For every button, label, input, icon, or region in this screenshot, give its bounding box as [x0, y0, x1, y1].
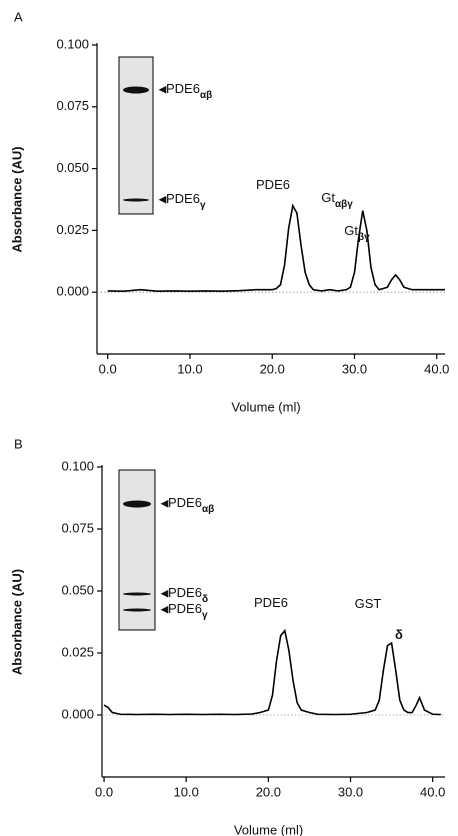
gel-label-main: PDE6 — [168, 495, 202, 510]
gel-band — [123, 608, 151, 612]
gel-label: PDE6δ — [168, 585, 208, 604]
y-tick-label: 0.100 — [61, 458, 94, 473]
gel-band — [123, 86, 149, 94]
band-arrow: ◄ — [156, 81, 169, 96]
x-tick-label: 10.0 — [174, 784, 199, 799]
gel-label-sub: αβ — [202, 504, 214, 515]
x-tick-label: 30.0 — [338, 784, 363, 799]
gel-label: PDE6αβ — [168, 495, 214, 514]
peak-label: δ — [395, 627, 403, 642]
y-tick-label: 0.050 — [56, 160, 89, 175]
band-arrow: ◄ — [158, 601, 171, 616]
gel-band — [123, 592, 151, 596]
chromatogram-line — [103, 628, 441, 716]
gel-label-sub: γ — [200, 200, 206, 211]
y-tick-label: 0.100 — [56, 36, 89, 51]
gel-label: PDE6γ — [166, 191, 206, 210]
y-tick-label: 0.025 — [56, 222, 89, 237]
x-axis-title: Volume (ml) — [234, 822, 303, 836]
peak-label: PDE6 — [254, 595, 288, 610]
peak-label: PDE6 — [256, 177, 290, 192]
gel-inset — [118, 469, 156, 631]
gel-label-sub: δ — [202, 594, 208, 605]
x-tick-label: 40.0 — [420, 784, 445, 799]
y-axis-title: Absorbance (AU) — [9, 569, 24, 675]
y-tick-label: 0.000 — [61, 706, 94, 721]
y-axis-title: Absorbance (AU) — [9, 146, 24, 252]
gel-label-main: PDE6 — [166, 81, 200, 96]
x-tick-label: 20.0 — [256, 784, 281, 799]
x-tick-label: 20.0 — [260, 361, 285, 376]
gel-label-main: PDE6 — [168, 601, 202, 616]
x-tick-label: 0.0 — [99, 361, 117, 376]
y-tick-label: 0.025 — [61, 644, 94, 659]
peak-label-sub: αβγ — [335, 199, 353, 210]
band-arrow: ◄ — [156, 191, 169, 206]
gel-band — [123, 198, 149, 202]
x-tick-label: 0.0 — [95, 784, 113, 799]
peak-label-main: Gt — [344, 223, 358, 238]
band-arrow: ◄ — [158, 495, 171, 510]
chromatogram-line — [107, 203, 445, 293]
gel-band — [123, 500, 151, 508]
peak-label-main: Gt — [321, 190, 335, 205]
peak-label: GST — [355, 596, 382, 611]
y-tick-label: 0.075 — [56, 98, 89, 113]
gel-label: PDE6γ — [168, 601, 208, 620]
gel-label-main: PDE6 — [166, 191, 200, 206]
peak-label-main: δ — [395, 627, 403, 642]
peak-label: Gtβγ — [344, 223, 370, 242]
peak-label: Gtαβγ — [321, 190, 353, 209]
x-axis-title: Volume (ml) — [231, 399, 300, 414]
peak-label-main: GST — [355, 596, 382, 611]
x-tick-label: 40.0 — [424, 361, 449, 376]
gel-inset — [118, 56, 154, 215]
y-tick-label: 0.000 — [56, 284, 89, 299]
y-tick-label: 0.050 — [61, 582, 94, 597]
gel-label-sub: αβ — [200, 90, 212, 101]
peak-label-main: PDE6 — [256, 177, 290, 192]
peak-label-main: PDE6 — [254, 595, 288, 610]
gel-label-main: PDE6 — [168, 585, 202, 600]
panel-label: B — [14, 436, 23, 451]
x-tick-label: 10.0 — [177, 361, 202, 376]
peak-label-sub: βγ — [358, 232, 370, 243]
x-tick-label: 30.0 — [342, 361, 367, 376]
gel-label: PDE6αβ — [166, 81, 212, 100]
band-arrow: ◄ — [158, 585, 171, 600]
y-tick-label: 0.075 — [61, 520, 94, 535]
panel-label: A — [14, 9, 23, 24]
gel-label-sub: γ — [202, 610, 208, 621]
